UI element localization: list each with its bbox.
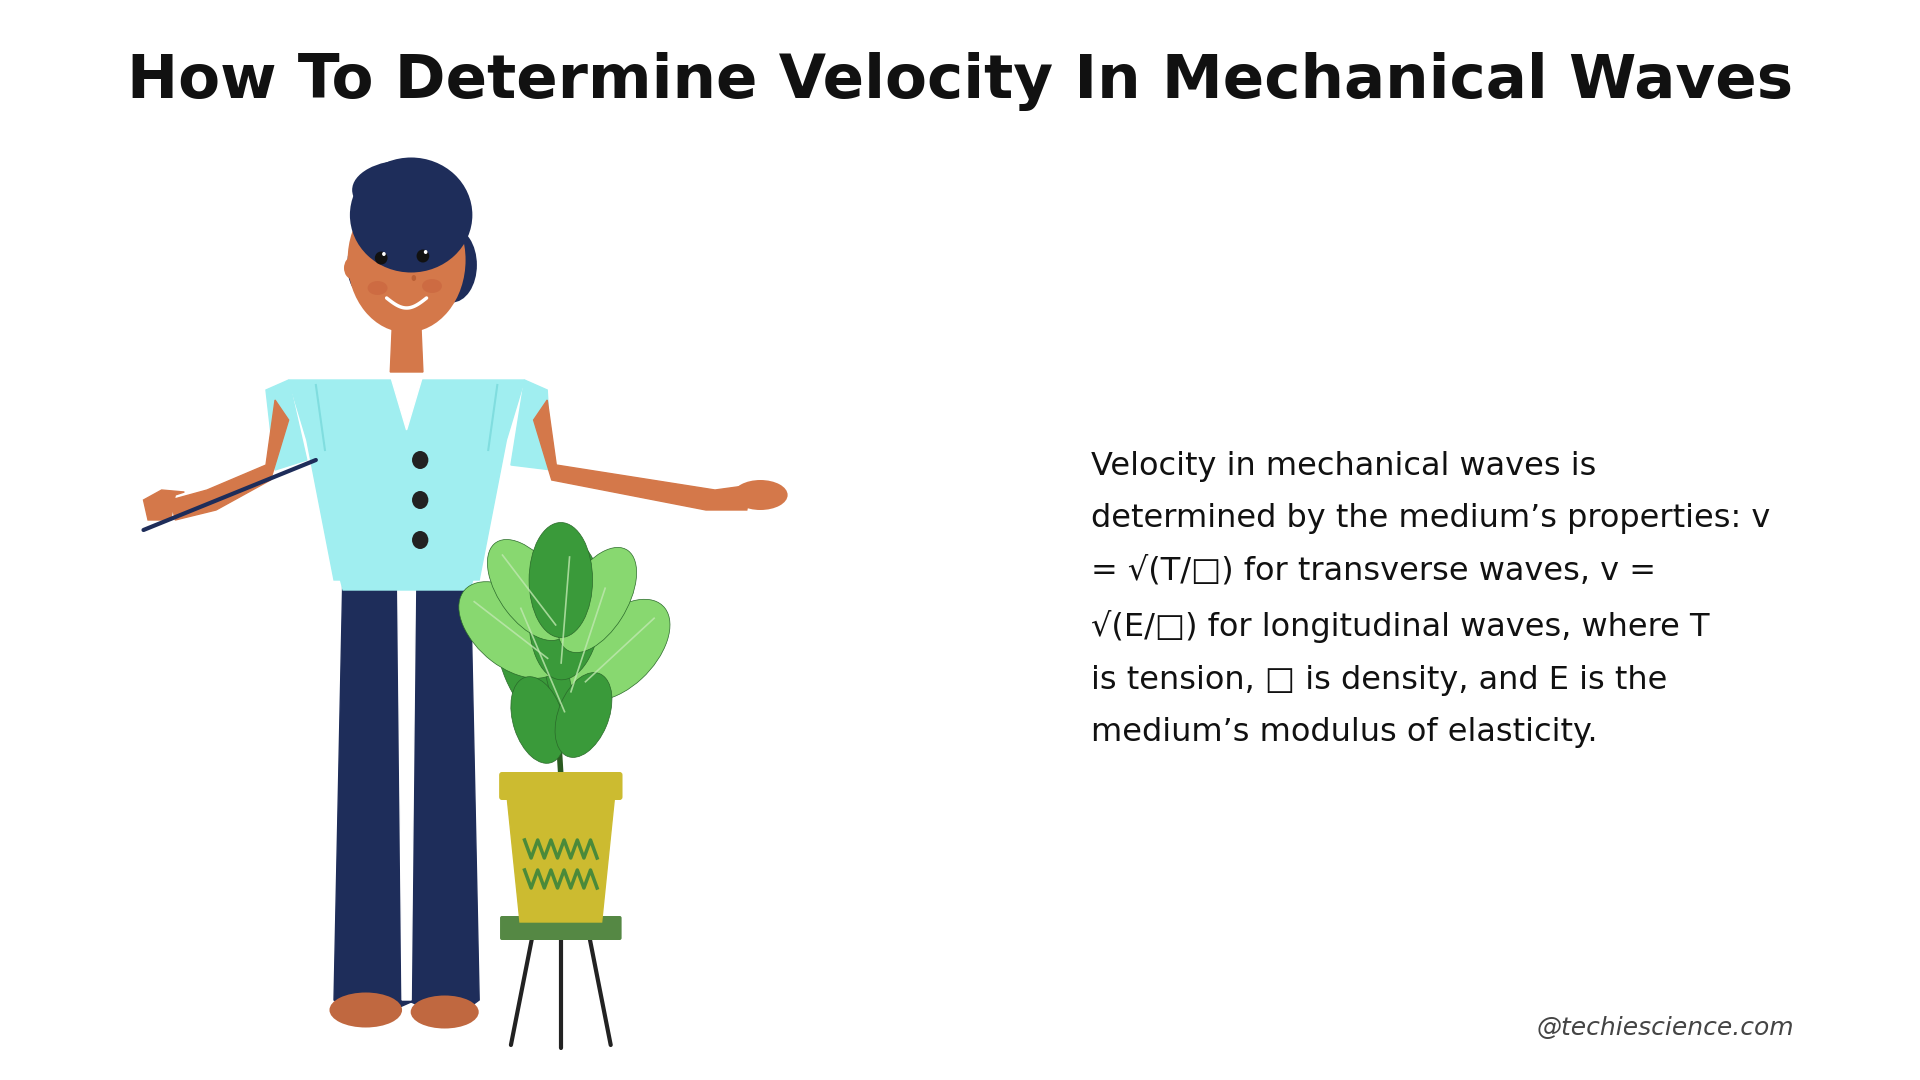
Polygon shape bbox=[288, 380, 524, 580]
Ellipse shape bbox=[557, 548, 637, 652]
Ellipse shape bbox=[570, 599, 670, 701]
Polygon shape bbox=[511, 380, 551, 470]
Polygon shape bbox=[534, 400, 751, 510]
FancyBboxPatch shape bbox=[499, 772, 622, 800]
Ellipse shape bbox=[495, 590, 589, 730]
Ellipse shape bbox=[348, 235, 378, 295]
Polygon shape bbox=[144, 490, 184, 519]
Ellipse shape bbox=[330, 993, 401, 1027]
Ellipse shape bbox=[348, 188, 465, 333]
Text: @techiescience.com: @techiescience.com bbox=[1538, 1016, 1795, 1040]
Ellipse shape bbox=[528, 540, 603, 679]
Ellipse shape bbox=[351, 160, 461, 220]
Circle shape bbox=[413, 531, 428, 549]
Ellipse shape bbox=[411, 275, 417, 281]
Circle shape bbox=[413, 491, 428, 509]
Ellipse shape bbox=[530, 523, 593, 637]
Ellipse shape bbox=[417, 249, 430, 262]
Text: How To Determine Velocity In Mechanical Waves: How To Determine Velocity In Mechanical … bbox=[127, 52, 1793, 111]
Ellipse shape bbox=[367, 281, 388, 295]
Ellipse shape bbox=[555, 673, 612, 757]
Ellipse shape bbox=[424, 249, 428, 254]
Polygon shape bbox=[397, 565, 480, 1020]
Polygon shape bbox=[334, 555, 480, 590]
Polygon shape bbox=[171, 400, 288, 519]
Ellipse shape bbox=[733, 480, 787, 510]
Text: Velocity in mechanical waves is
determined by the medium’s properties: v
= √(T/□: Velocity in mechanical waves is determin… bbox=[1091, 450, 1770, 748]
Ellipse shape bbox=[511, 677, 564, 764]
Polygon shape bbox=[397, 565, 415, 1000]
Ellipse shape bbox=[545, 570, 630, 710]
FancyBboxPatch shape bbox=[499, 916, 622, 940]
Polygon shape bbox=[390, 330, 422, 372]
Polygon shape bbox=[267, 380, 307, 470]
Ellipse shape bbox=[344, 257, 361, 279]
Polygon shape bbox=[507, 789, 614, 922]
Ellipse shape bbox=[426, 228, 476, 302]
Circle shape bbox=[413, 451, 428, 469]
Ellipse shape bbox=[459, 582, 563, 678]
Polygon shape bbox=[334, 565, 415, 1020]
Ellipse shape bbox=[374, 252, 388, 265]
Ellipse shape bbox=[411, 996, 478, 1028]
Ellipse shape bbox=[422, 279, 442, 293]
Ellipse shape bbox=[382, 252, 386, 256]
Polygon shape bbox=[390, 375, 422, 430]
Ellipse shape bbox=[488, 540, 570, 640]
Ellipse shape bbox=[349, 158, 472, 272]
